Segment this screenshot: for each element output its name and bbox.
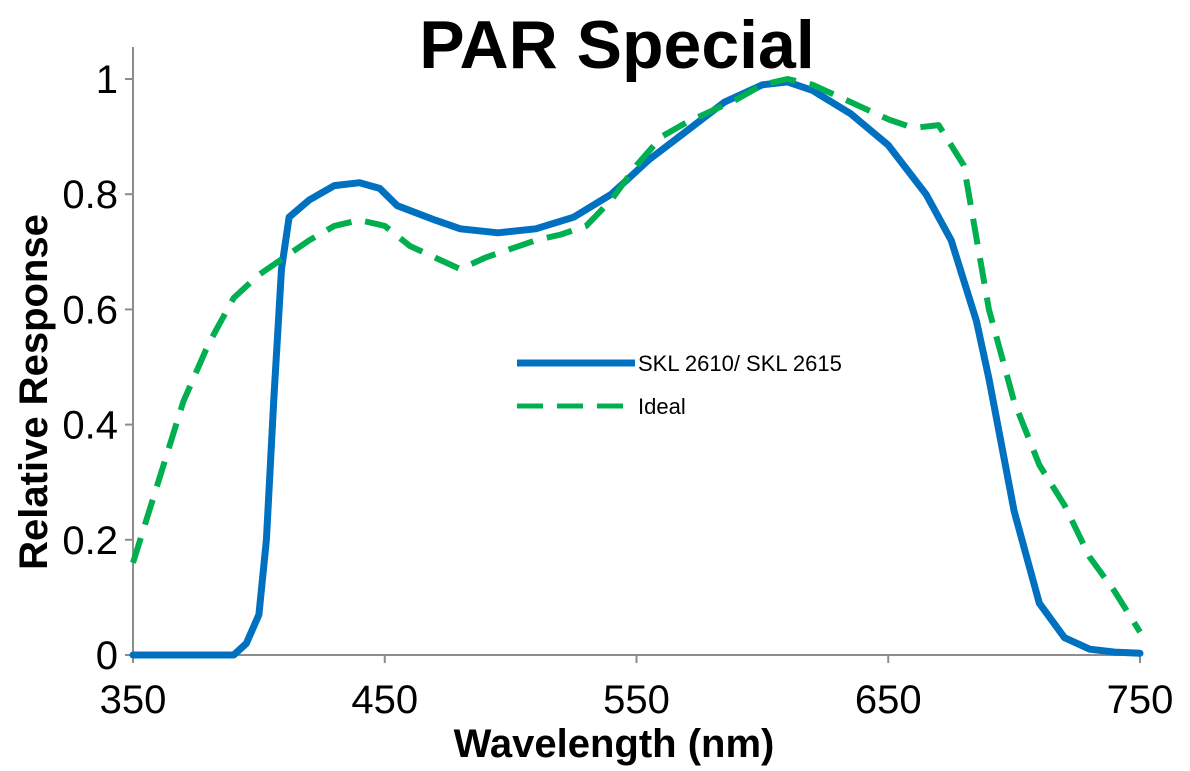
- x-tick-label: 650: [855, 678, 922, 722]
- y-tick-label: 0.6: [62, 288, 118, 332]
- x-tick-label: 350: [100, 678, 167, 722]
- y-tick-label: 0.4: [62, 404, 118, 448]
- series-layer: [129, 76, 1144, 659]
- y-tick-label: 0.8: [62, 173, 118, 217]
- chart-title: PAR Special: [419, 7, 815, 83]
- legend-label: SKL 2610/ SKL 2615: [638, 351, 842, 376]
- y-tick-label: 1: [96, 58, 118, 102]
- x-tick-label: 550: [603, 678, 670, 722]
- legend: SKL 2610/ SKL 2615 Ideal: [517, 351, 842, 419]
- y-tick-label: 0.2: [62, 519, 118, 563]
- y-tick-label: 0: [96, 634, 118, 678]
- x-axis-title: Wavelength (nm): [454, 722, 775, 766]
- y-axis-title: Relative Response: [12, 214, 56, 570]
- x-ticks: 350 450 550 650 750: [100, 655, 1174, 722]
- x-tick-label: 450: [351, 678, 418, 722]
- y-ticks: 0 0.2 0.4 0.6 0.8 1: [62, 58, 133, 678]
- plot-area: 0 0.2 0.4 0.6 0.8 1 350 450 550 650 750: [62, 47, 1173, 722]
- series-line-skl-2610-2615: [129, 78, 1144, 659]
- x-tick-label: 750: [1107, 678, 1174, 722]
- series-line-ideal: [130, 76, 1143, 634]
- legend-label: Ideal: [638, 394, 686, 419]
